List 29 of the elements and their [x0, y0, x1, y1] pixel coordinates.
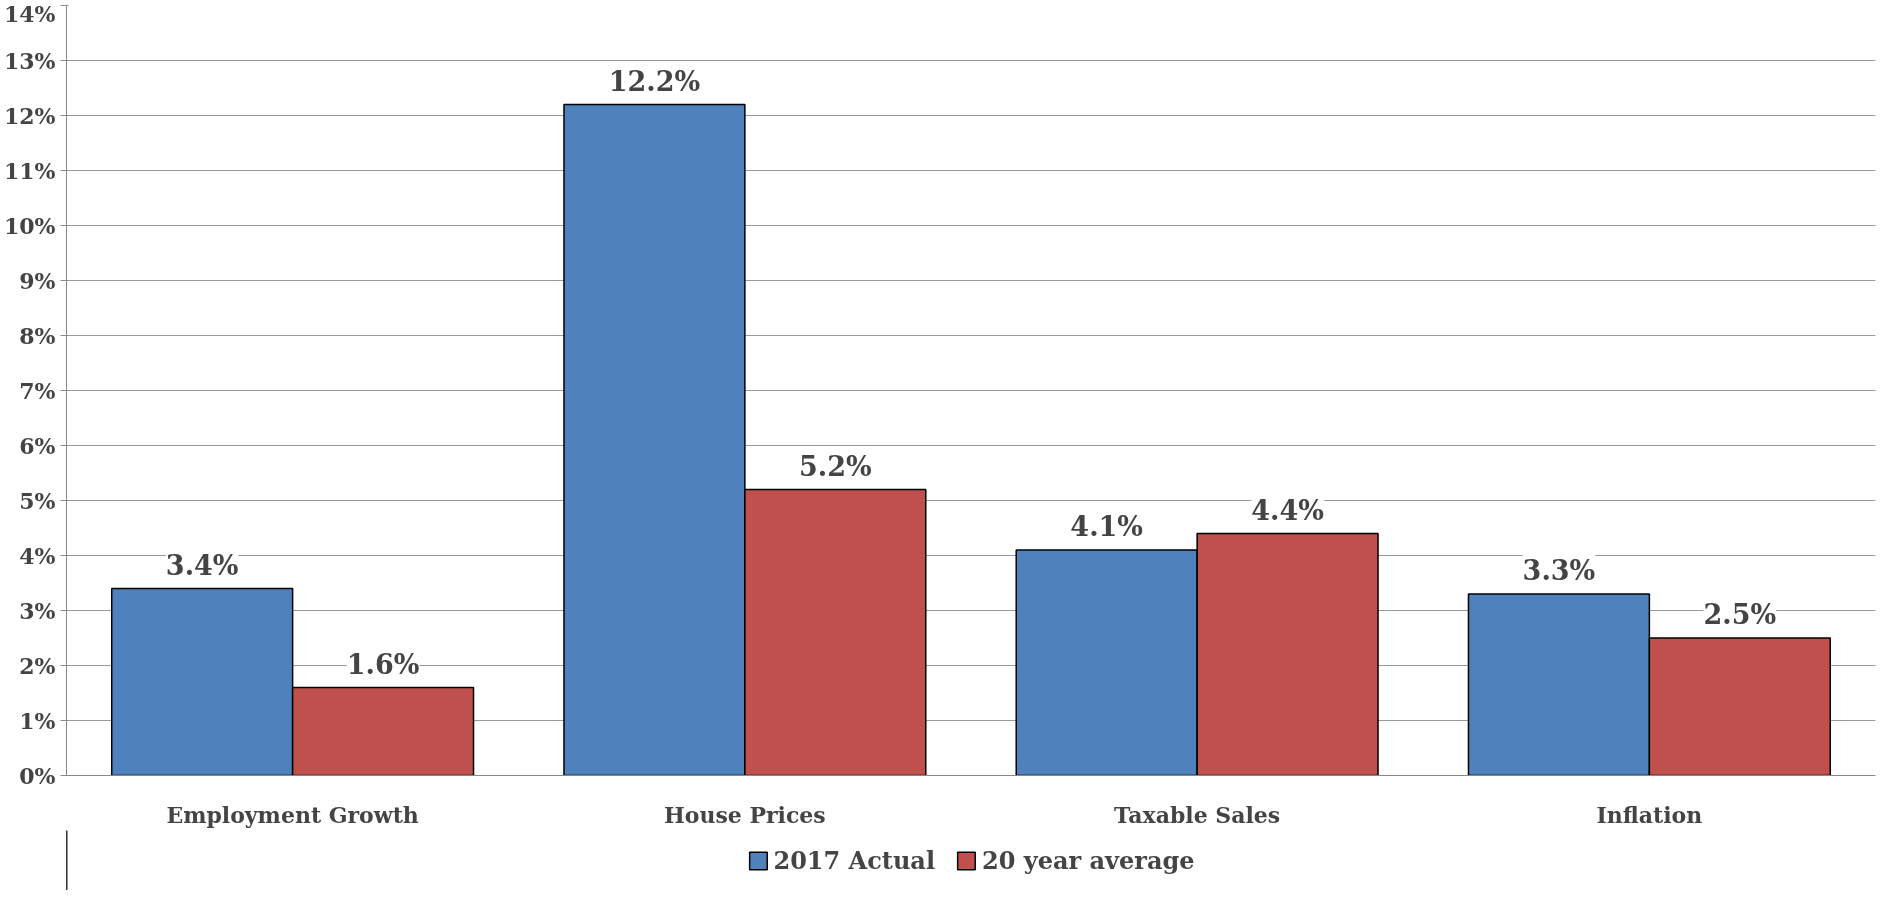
- y-tick-label: 13%: [3, 47, 56, 74]
- x-tick-label: Inflation: [1596, 801, 1703, 828]
- y-tick-label: 6%: [19, 432, 56, 459]
- x-tick-label: Employment Growth: [166, 801, 419, 828]
- y-tick-label: 9%: [19, 267, 56, 294]
- y-tick-label: 3%: [19, 597, 56, 624]
- legend-label: 2017 Actual: [773, 845, 936, 875]
- data-label: 3.3%: [1522, 555, 1596, 586]
- y-tick-label: 10%: [3, 212, 56, 239]
- y-tick-label: 12%: [3, 102, 56, 129]
- x-tick-label: House Prices: [663, 801, 826, 828]
- data-label: 12.2%: [608, 65, 701, 97]
- y-tick-label: 2%: [19, 652, 56, 679]
- legend-label: 20 year average: [982, 845, 1195, 875]
- data-label: 2.5%: [1703, 599, 1777, 630]
- data-label: 4.4%: [1251, 494, 1324, 526]
- data-label: 5.2%: [799, 450, 872, 482]
- y-tick-label: 7%: [19, 377, 56, 404]
- y-tick-label: 8%: [19, 322, 56, 349]
- y-tick-label: 11%: [3, 157, 56, 184]
- data-label: 4.1%: [1070, 511, 1143, 542]
- data-label: 1.6%: [346, 648, 420, 680]
- y-tick-label: 5%: [19, 487, 56, 514]
- data-label: 3.4%: [165, 549, 239, 581]
- y-tick-label: 0%: [19, 762, 56, 789]
- x-tick-label: Taxable Sales: [1114, 801, 1281, 828]
- y-tick-label: 1%: [19, 707, 56, 734]
- y-tick-label: 4%: [19, 542, 56, 569]
- y-tick-label: 14%: [3, 0, 56, 27]
